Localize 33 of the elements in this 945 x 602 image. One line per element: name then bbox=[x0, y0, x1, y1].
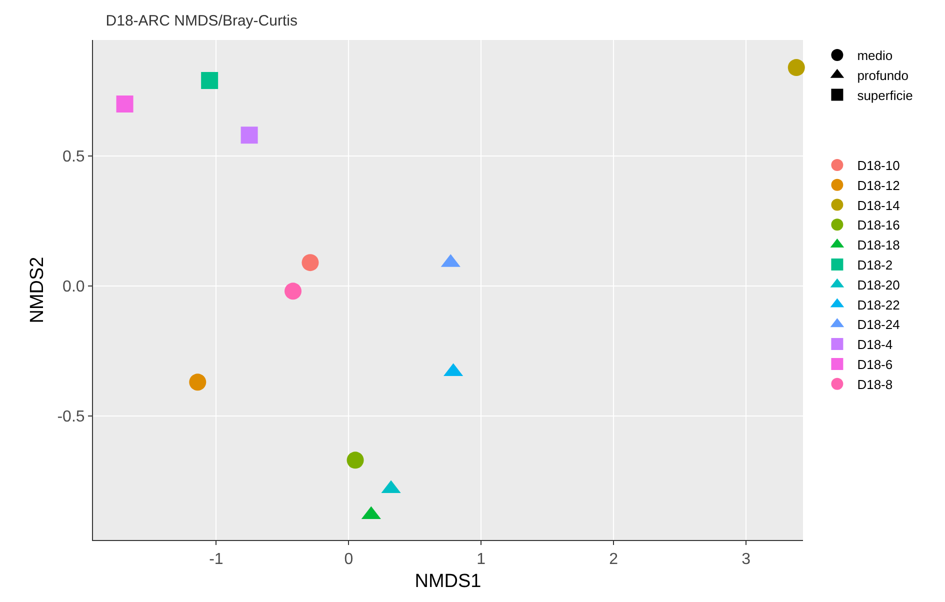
legend-label: D18-18 bbox=[857, 238, 900, 253]
x-tick-label: 2 bbox=[609, 551, 618, 568]
chart-title: D18-ARC NMDS/Bray-Curtis bbox=[106, 12, 298, 30]
y-tick-label: 0.0 bbox=[62, 278, 85, 296]
point bbox=[201, 72, 218, 90]
point bbox=[189, 374, 206, 391]
point bbox=[284, 282, 302, 300]
legend-label: D18-4 bbox=[857, 337, 893, 352]
x-tick-label: 1 bbox=[476, 551, 486, 568]
point bbox=[116, 95, 134, 112]
y-tick-label: 0.5 bbox=[62, 148, 85, 166]
legend-label: D18-12 bbox=[857, 178, 900, 193]
legend-label: D18-14 bbox=[857, 198, 900, 213]
point bbox=[240, 126, 258, 144]
point bbox=[302, 254, 319, 272]
legend-label: D18-8 bbox=[857, 376, 893, 392]
x-tick-label: -1 bbox=[209, 551, 224, 568]
legend-label: medio bbox=[857, 48, 893, 64]
legend-label: D18-24 bbox=[857, 317, 900, 332]
legend-label: D18-10 bbox=[857, 158, 900, 174]
legend-label: D18-16 bbox=[857, 218, 900, 233]
y-axis-title: NMDS2 bbox=[27, 256, 48, 324]
y-tick-label: -0.5 bbox=[57, 408, 85, 426]
legend-label: D18-6 bbox=[857, 357, 893, 372]
x-tick-label: 3 bbox=[742, 551, 751, 568]
x-tick-label: 0 bbox=[344, 551, 354, 568]
legend-label: profundo bbox=[857, 68, 909, 83]
point bbox=[788, 59, 805, 76]
legend-label: D18-2 bbox=[857, 258, 893, 273]
legend-label: D18-20 bbox=[857, 277, 900, 292]
legend-label: superficie bbox=[857, 88, 913, 103]
x-axis-title: NMDS1 bbox=[414, 571, 482, 592]
legend-label: D18-22 bbox=[857, 297, 900, 312]
